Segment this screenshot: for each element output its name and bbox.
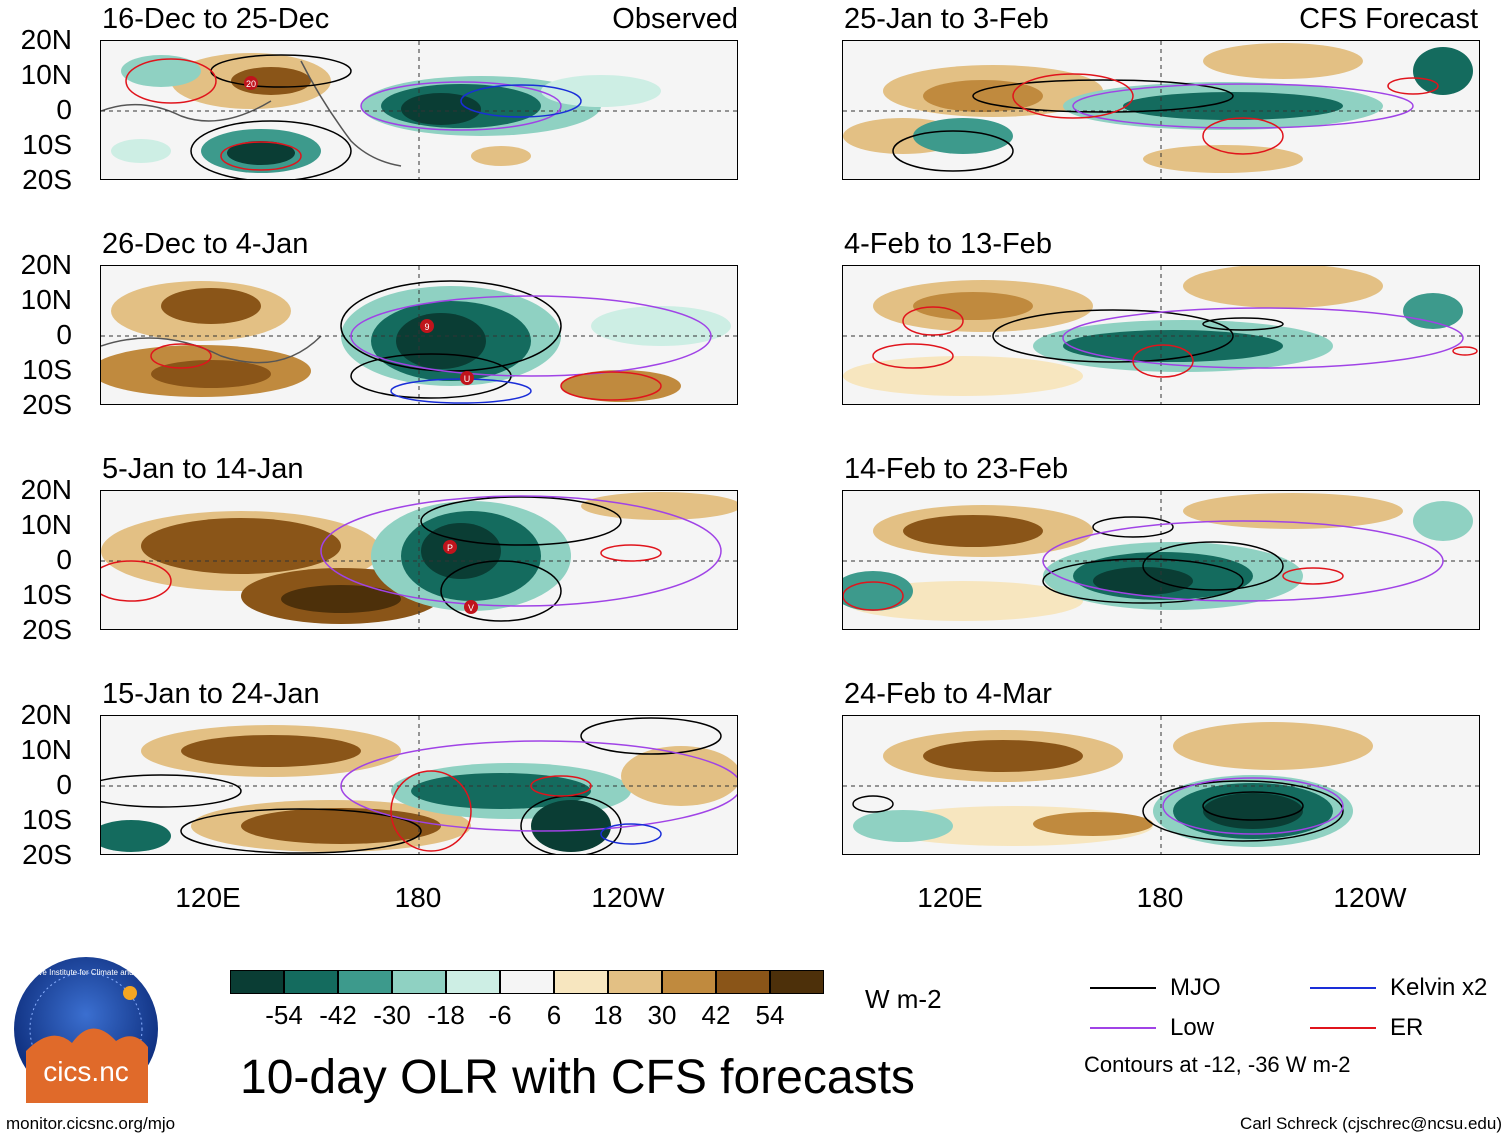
- storm-marker: U: [464, 374, 471, 384]
- olr-field: 20: [101, 41, 737, 179]
- olr-field: P V: [101, 491, 737, 629]
- panel-title-right-2: 4-Feb to 13-Feb: [844, 228, 1052, 260]
- lat-label-10n: 10N: [20, 59, 72, 90]
- panel-title-left-3: 5-Jan to 14-Jan: [102, 453, 304, 485]
- lat-label-10n: 10N: [20, 734, 72, 765]
- storm-marker: 20: [246, 79, 256, 89]
- lat-label-20s: 20S: [22, 839, 72, 870]
- colorbar-swatch: [230, 970, 284, 994]
- colorbar-tick-label: 42: [701, 1000, 731, 1030]
- lat-label-10s: 10S: [22, 129, 72, 160]
- lat-label-20s: 20S: [22, 389, 72, 420]
- colorbar-swatch: [284, 970, 338, 994]
- olr-field: [101, 716, 737, 854]
- observed-label: Observed: [612, 3, 738, 35]
- colorbar-tick-label: -6: [488, 1000, 512, 1030]
- lat-label-20n: 20N: [20, 699, 72, 730]
- panel-title-left-4: 15-Jan to 24-Jan: [102, 678, 320, 710]
- lon-label-120e: 120E: [917, 882, 983, 913]
- map-panel-left-3: P V: [100, 490, 738, 630]
- panel-title-right-3: 14-Feb to 23-Feb: [844, 453, 1069, 485]
- storm-marker: P: [447, 543, 453, 553]
- figure-title: 10-day OLR with CFS forecasts: [240, 1051, 915, 1104]
- logo-ring-text: Cooperative Institute for Climate and Sa…: [12, 968, 160, 977]
- colorbar-swatch: [338, 970, 392, 994]
- lat-label-10s: 10S: [22, 354, 72, 385]
- map-panel-left-1: 20: [100, 40, 738, 180]
- olr-field: [843, 716, 1479, 854]
- colorbar-tick-label: -54: [265, 1000, 303, 1030]
- legend-er-label: ER: [1390, 1014, 1424, 1041]
- lat-label-0: 0: [56, 544, 72, 575]
- colorbar-swatch: [662, 970, 716, 994]
- map-panel-right-3: [842, 490, 1480, 630]
- lon-label-120e: 120E: [175, 882, 241, 913]
- colorbar-swatch: [770, 970, 824, 994]
- colorbar-tick-label: -18: [427, 1000, 465, 1030]
- colorbar-swatch: [608, 970, 662, 994]
- colorbar-tick-label: -42: [319, 1000, 357, 1030]
- panel-title-left-2: 26-Dec to 4-Jan: [102, 228, 309, 260]
- lat-label-0: 0: [56, 319, 72, 350]
- colorbar-swatch: [500, 970, 554, 994]
- map-panel-right-2: [842, 265, 1480, 405]
- lat-label-20n: 20N: [20, 474, 72, 505]
- storm-marker: 9: [424, 322, 429, 332]
- map-panel-left-4: [100, 715, 738, 855]
- lon-label-120w: 120W: [1333, 882, 1407, 913]
- colorbar-tick-label: 54: [755, 1000, 785, 1030]
- cics-logo: Cooperative Institute for Climate and Sa…: [12, 957, 160, 1103]
- source-url: monitor.cicsnc.org/mjo: [6, 1114, 176, 1133]
- lat-label-0: 0: [56, 94, 72, 125]
- map-panel-right-4: [842, 715, 1480, 855]
- author-credit: Carl Schreck (cjschrec@ncsu.edu): [1240, 1114, 1502, 1133]
- panel-title-right-4: 24-Feb to 4-Mar: [844, 678, 1052, 710]
- colorbar-swatch: [554, 970, 608, 994]
- legend-kelvin-line: [1310, 987, 1376, 989]
- colorbar-swatch: [392, 970, 446, 994]
- logo-wordmark: cics.nc: [43, 1056, 129, 1087]
- legend-kelvin-label: Kelvin x2: [1390, 974, 1488, 1001]
- storm-marker: V: [468, 603, 474, 613]
- legend-mjo-line: [1090, 987, 1156, 989]
- map-panel-right-1: [842, 40, 1480, 180]
- colorbar-tick-label: 18: [593, 1000, 623, 1030]
- colorbar-tick-label: 30: [647, 1000, 677, 1030]
- olr-field: [843, 266, 1479, 404]
- panel-title-left-1: 16-Dec to 25-Dec: [102, 3, 330, 35]
- colorbar-tick-label: 6: [546, 1000, 562, 1030]
- lat-label-20s: 20S: [22, 614, 72, 645]
- lat-label-20s: 20S: [22, 164, 72, 195]
- lat-label-10n: 10N: [20, 509, 72, 540]
- panel-title-right-1: 25-Jan to 3-Feb: [844, 3, 1049, 35]
- olr-field: [843, 41, 1479, 179]
- lat-label-10s: 10S: [22, 579, 72, 610]
- colorbar-units: W m-2: [865, 984, 942, 1014]
- legend-low-label: Low: [1170, 1014, 1215, 1041]
- map-panel-left-2: 9 U: [100, 265, 738, 405]
- lon-label-180: 180: [394, 882, 442, 913]
- legend-low-line: [1090, 1027, 1156, 1029]
- lon-label-120w: 120W: [591, 882, 665, 913]
- legend-er-line: [1310, 1027, 1376, 1029]
- lat-label-20n: 20N: [20, 249, 72, 280]
- olr-field: 9 U: [101, 266, 737, 404]
- contour-note: Contours at -12, -36 W m-2: [1084, 1052, 1351, 1077]
- colorbar-swatch: [446, 970, 500, 994]
- lat-label-10s: 10S: [22, 804, 72, 835]
- colorbar-swatch: [716, 970, 770, 994]
- lat-label-0: 0: [56, 769, 72, 800]
- cfs-forecast-label: CFS Forecast: [1299, 3, 1478, 35]
- colorbar-tick-label: -30: [373, 1000, 411, 1030]
- olr-field: [843, 491, 1479, 629]
- lat-label-20n: 20N: [20, 24, 72, 55]
- lat-label-10n: 10N: [20, 284, 72, 315]
- lon-label-180: 180: [1136, 882, 1184, 913]
- legend-mjo-label: MJO: [1170, 974, 1221, 1001]
